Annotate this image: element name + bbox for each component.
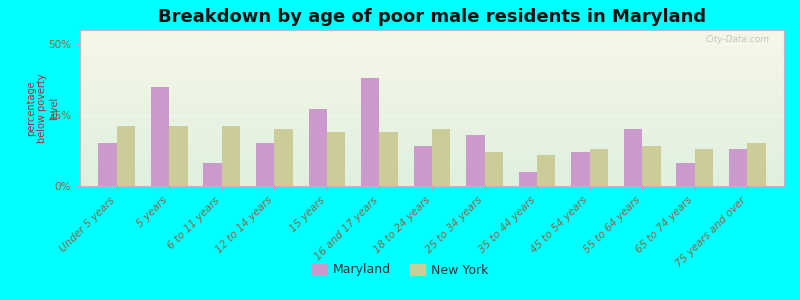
Bar: [676, 163, 694, 186]
Bar: [274, 129, 293, 186]
Bar: [518, 172, 537, 186]
Bar: [256, 143, 274, 186]
Bar: [379, 132, 398, 186]
Bar: [361, 78, 379, 186]
Legend: Maryland, New York: Maryland, New York: [312, 263, 488, 277]
Bar: [309, 110, 327, 186]
Bar: [414, 146, 432, 186]
Bar: [466, 135, 485, 186]
Y-axis label: percentage
below poverty
level: percentage below poverty level: [26, 73, 59, 143]
Title: Breakdown by age of poor male residents in Maryland: Breakdown by age of poor male residents …: [158, 8, 706, 26]
Bar: [747, 143, 766, 186]
Bar: [729, 149, 747, 186]
Bar: [432, 129, 450, 186]
Bar: [327, 132, 346, 186]
Bar: [642, 146, 661, 186]
Bar: [537, 155, 555, 186]
Bar: [203, 163, 222, 186]
Bar: [624, 129, 642, 186]
Bar: [694, 149, 713, 186]
Bar: [485, 152, 503, 186]
Bar: [170, 126, 188, 186]
Text: City-Data.com: City-Data.com: [706, 35, 770, 44]
Bar: [151, 87, 170, 186]
Bar: [98, 143, 117, 186]
Bar: [117, 126, 135, 186]
Bar: [571, 152, 590, 186]
Bar: [222, 126, 240, 186]
Bar: [590, 149, 608, 186]
